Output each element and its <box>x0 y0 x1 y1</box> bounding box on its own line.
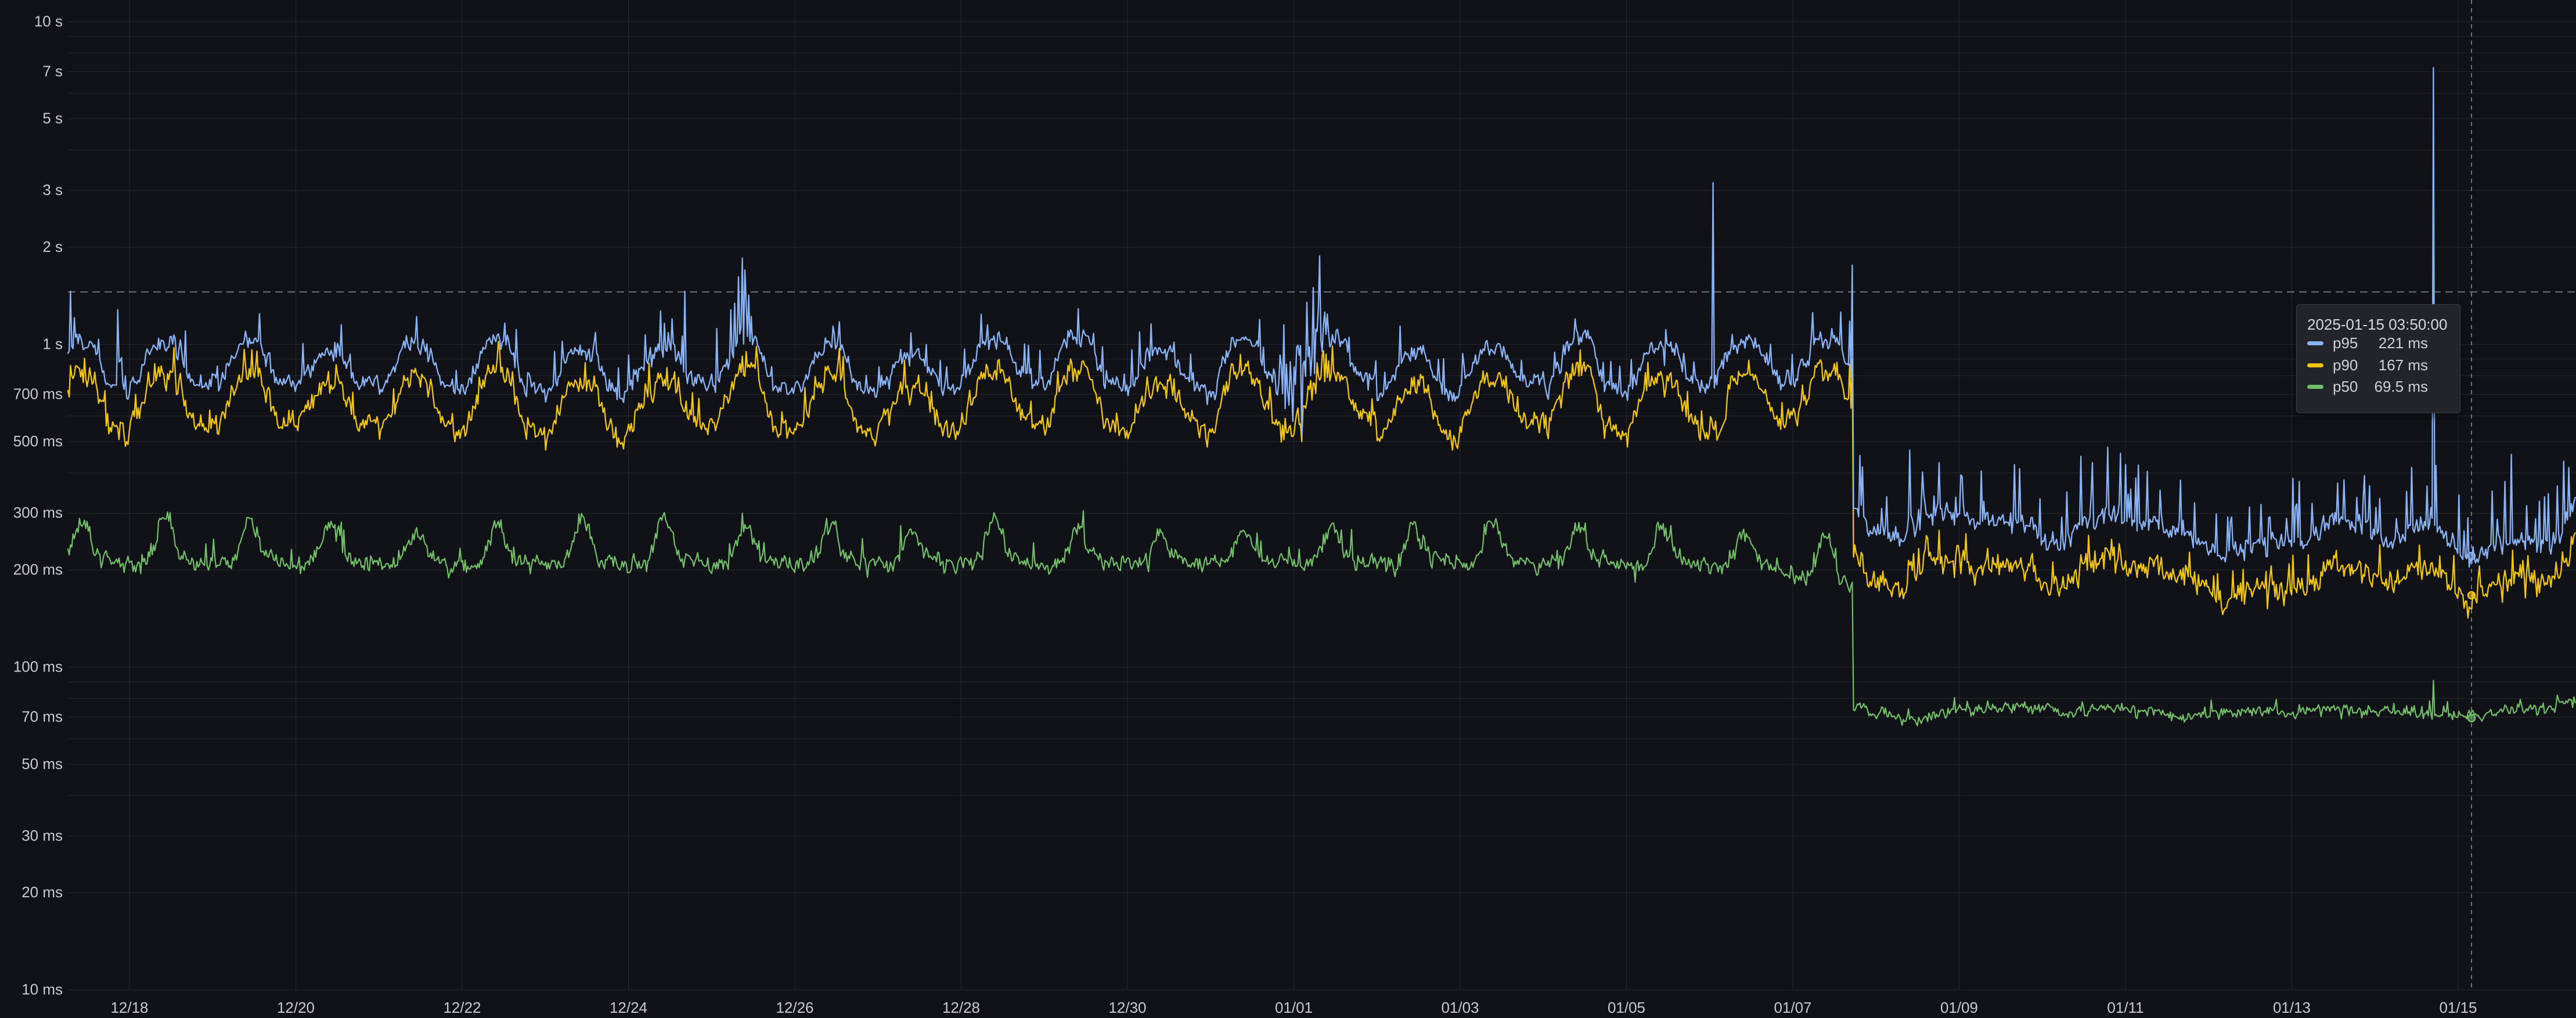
svg-text:20 ms: 20 ms <box>21 883 63 901</box>
svg-text:01/03: 01/03 <box>1441 999 1479 1016</box>
svg-text:01/01: 01/01 <box>1275 999 1313 1016</box>
svg-text:2 s: 2 s <box>42 238 63 255</box>
svg-text:1 s: 1 s <box>42 335 63 352</box>
svg-text:01/09: 01/09 <box>1940 999 1978 1016</box>
svg-text:12/24: 12/24 <box>610 999 647 1016</box>
svg-text:12/20: 12/20 <box>277 999 315 1016</box>
svg-text:500 ms: 500 ms <box>13 432 63 450</box>
svg-text:01/05: 01/05 <box>1608 999 1645 1016</box>
svg-text:01/07: 01/07 <box>1774 999 1811 1016</box>
svg-text:01/15: 01/15 <box>2439 999 2477 1016</box>
svg-text:12/30: 12/30 <box>1108 999 1146 1016</box>
svg-text:12/22: 12/22 <box>443 999 481 1016</box>
svg-text:100 ms: 100 ms <box>13 658 63 676</box>
svg-text:30 ms: 30 ms <box>21 826 63 844</box>
svg-text:10 s: 10 s <box>34 12 63 30</box>
svg-text:5 s: 5 s <box>42 110 63 127</box>
svg-text:12/26: 12/26 <box>776 999 813 1016</box>
svg-text:12/18: 12/18 <box>110 999 148 1016</box>
svg-text:200 ms: 200 ms <box>13 561 63 578</box>
svg-text:70 ms: 70 ms <box>21 708 63 725</box>
svg-text:3 s: 3 s <box>42 181 63 198</box>
svg-text:10 ms: 10 ms <box>21 981 63 998</box>
svg-text:01/13: 01/13 <box>2273 999 2311 1016</box>
svg-text:12/28: 12/28 <box>942 999 980 1016</box>
svg-text:700 ms: 700 ms <box>13 385 63 403</box>
svg-text:50 ms: 50 ms <box>21 755 63 772</box>
svg-text:300 ms: 300 ms <box>13 504 63 521</box>
svg-text:7 s: 7 s <box>42 62 63 80</box>
svg-text:01/11: 01/11 <box>2107 999 2143 1016</box>
